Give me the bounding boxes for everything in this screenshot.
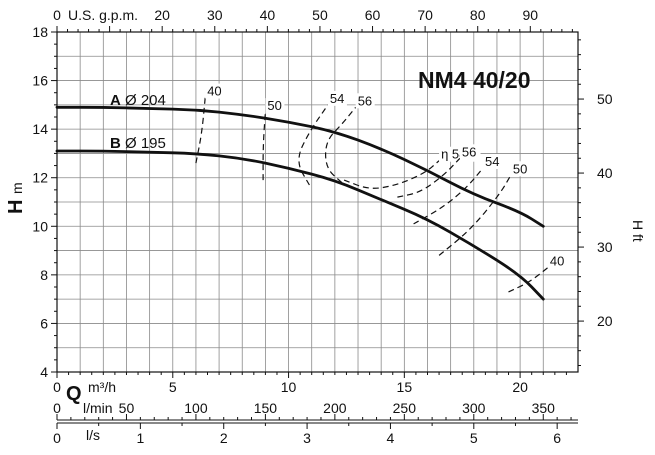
top-tick-label: 50 [312,7,328,23]
right-axis-title: H ft [630,220,646,242]
y-axis-unit: m [9,182,25,194]
efficiency-label-6: 54 [485,154,499,169]
efficiency-curve-1 [262,112,266,181]
y-tick-label: 18 [32,24,48,40]
y-tick-label: 16 [32,73,48,89]
y-tick-label: 14 [32,121,48,137]
y-tick-label: 6 [40,315,48,331]
q-tick-label: 10 [281,379,297,395]
efficiency-label-1: 50 [267,98,281,113]
y-tick-label: 8 [40,267,48,283]
series-b-name: B [110,135,121,152]
series-label-a: A Ø 204 [110,92,166,109]
right-tick-label: 50 [597,91,613,107]
y-tick-label: 10 [32,218,48,234]
ls-tick-label: 4 [387,430,395,446]
q-tick-label: 0 [53,379,61,395]
q-tick-label: 20 [512,379,528,395]
ls-tick-label: 6 [553,430,561,446]
efficiency-label-bg [327,90,347,106]
efficiency-label-bg [355,93,375,109]
efficiency-label-bg [547,253,567,269]
q-axis-unit: m³/h [88,379,116,395]
right-tick-label: 40 [597,165,613,181]
efficiency-curve-3 [324,106,357,184]
head-curves [55,105,545,301]
efficiency-curve-6 [413,167,484,225]
plot-frame [56,31,579,373]
efficiency-curve-5 [397,157,461,198]
top-tick-label: 80 [470,7,486,23]
right-tick-label: 20 [597,313,613,329]
efficiency-label-bg [510,161,530,177]
q-axis-letter: Q [66,383,82,405]
efficiency-label-5: 56 [462,144,476,159]
efficiency-curve-2 [298,104,329,186]
series-b-diameter: Ø 195 [125,135,166,152]
top-tick-label: 40 [260,7,276,23]
efficiency-label-8: 40 [550,254,564,269]
q-tick-label: 5 [169,379,177,395]
y-tick-label: 12 [32,170,48,186]
ls-tick-label: 0 [53,430,61,446]
ls-tick-label: 2 [220,430,228,446]
ls-tick-label: 3 [303,430,311,446]
top-axis-title: U.S. g.p.m. [68,7,138,23]
lmin-tick-label: 300 [462,400,486,416]
lmin-tick-label: 350 [532,400,556,416]
q-tick-label: 15 [397,379,413,395]
series-label-b: B Ø 195 [110,135,166,152]
top-tick-label: 20 [154,7,170,23]
lmin-tick-label: 50 [119,400,135,416]
ls-tick-label: 1 [136,430,144,446]
y-tick-label: 4 [40,364,48,380]
efficiency-label-2: 54 [330,91,344,106]
lmin-tick-label: 0 [53,400,61,416]
efficiency-label-0: 40 [207,84,221,99]
lmin-tick-label: 100 [184,400,208,416]
lmin-tick-label: 200 [323,400,347,416]
efficiency-curve-7 [438,174,512,256]
efficiency-label-bg [459,144,479,160]
top-tick-label: 70 [417,7,433,23]
efficiency-label-bg [205,83,225,99]
efficiency-label-bg [265,98,285,114]
efficiency-label-3: 56 [358,93,372,108]
efficiency-curve-0 [195,97,206,164]
series-a-diameter: Ø 204 [125,92,166,109]
head-curve-b [55,149,545,301]
series-a-name: A [110,92,121,109]
top-tick-label: 90 [523,7,539,23]
y-axis-letter: H [5,200,27,214]
ls-tick-label: 5 [470,430,478,446]
efficiency-curve-4 [343,160,440,189]
efficiency-curve-8 [508,267,549,293]
top-tick-label: 0 [53,7,61,23]
efficiency-label-7: 50 [513,161,527,176]
y-axis-title: H m [5,182,27,214]
chart-title: NM4 40/20 [418,67,531,93]
lmin-axis-title: l/min [83,400,113,416]
efficiency-label-bg [483,154,503,169]
lmin-tick-label: 150 [254,400,278,416]
top-tick-label: 30 [207,7,223,23]
top-tick-label: 60 [365,7,381,23]
head-curve-a [55,105,545,228]
lmin-tick-label: 250 [393,400,417,416]
right-tick-label: 30 [597,239,613,255]
ls-axis-title: l/s [86,427,100,443]
